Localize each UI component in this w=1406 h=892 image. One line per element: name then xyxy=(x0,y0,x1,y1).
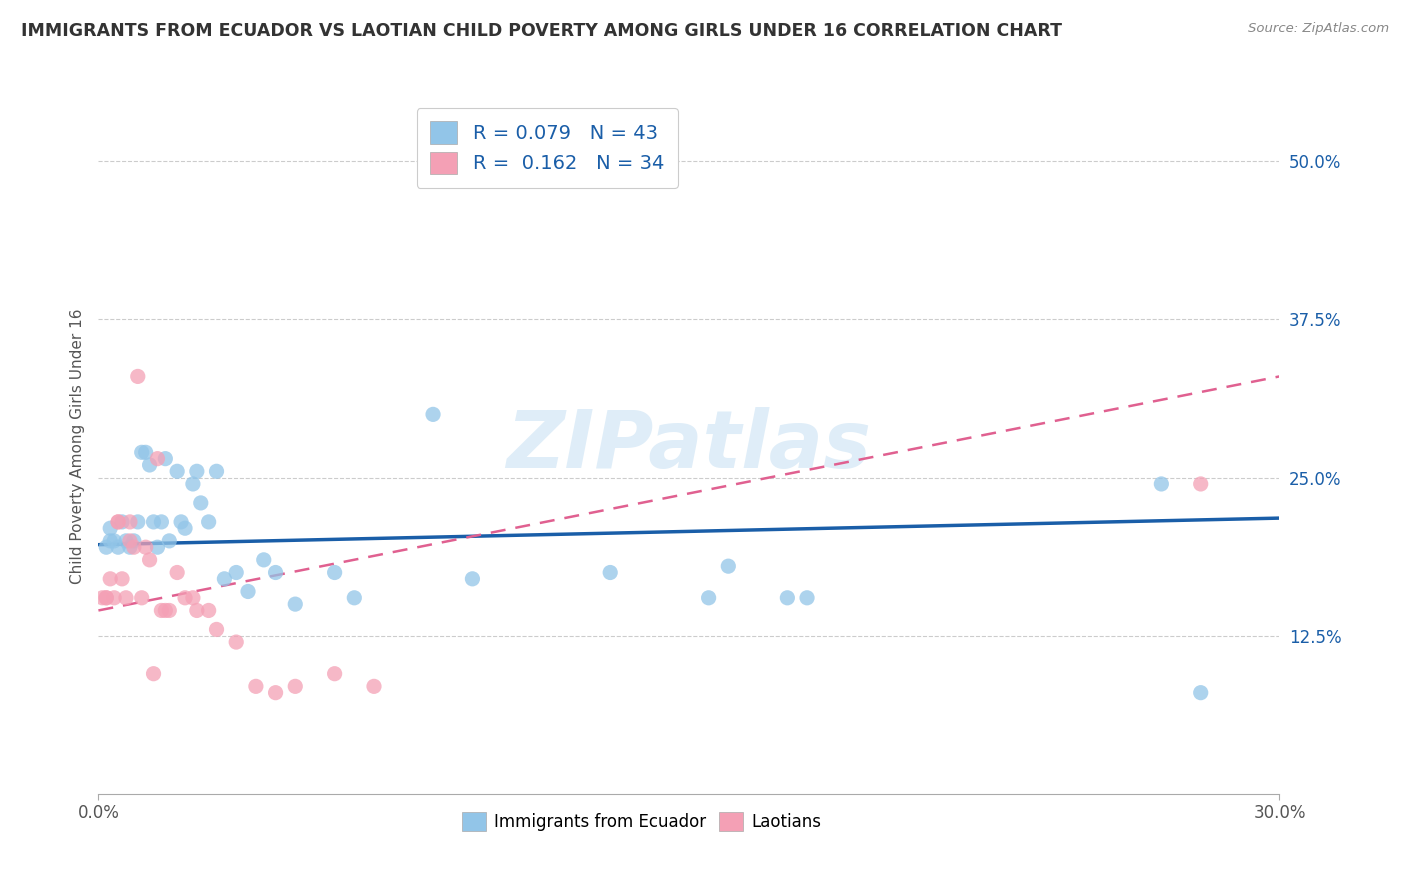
Point xyxy=(253,553,276,567)
Point xyxy=(111,515,134,529)
Point xyxy=(245,679,267,693)
Point xyxy=(796,591,818,605)
Point xyxy=(96,540,118,554)
Point xyxy=(142,515,165,529)
Point xyxy=(461,572,484,586)
Point xyxy=(135,540,157,554)
Point xyxy=(197,603,219,617)
Point xyxy=(264,686,287,700)
Point xyxy=(323,666,346,681)
Point xyxy=(91,591,114,605)
Point xyxy=(127,515,149,529)
Point xyxy=(107,540,129,554)
Point xyxy=(107,515,129,529)
Point xyxy=(717,559,740,574)
Point xyxy=(363,679,385,693)
Point xyxy=(127,369,149,384)
Point xyxy=(122,533,145,548)
Point xyxy=(1150,477,1173,491)
Point xyxy=(205,623,228,637)
Point xyxy=(284,597,307,611)
Y-axis label: Child Poverty Among Girls Under 16: Child Poverty Among Girls Under 16 xyxy=(69,309,84,583)
Point xyxy=(236,584,259,599)
Point xyxy=(98,533,121,548)
Point xyxy=(98,572,121,586)
Point xyxy=(1189,686,1212,700)
Point xyxy=(157,533,180,548)
Point xyxy=(131,591,153,605)
Text: Source: ZipAtlas.com: Source: ZipAtlas.com xyxy=(1249,22,1389,36)
Legend: Immigrants from Ecuador, Laotians: Immigrants from Ecuador, Laotians xyxy=(456,805,828,838)
Point xyxy=(138,458,160,472)
Point xyxy=(118,533,141,548)
Point xyxy=(166,566,188,580)
Point xyxy=(118,515,141,529)
Point xyxy=(103,533,125,548)
Point xyxy=(186,603,208,617)
Point xyxy=(190,496,212,510)
Point xyxy=(98,521,121,535)
Point xyxy=(264,566,287,580)
Point xyxy=(181,477,204,491)
Point xyxy=(284,679,307,693)
Point xyxy=(138,553,160,567)
Point xyxy=(323,566,346,580)
Point xyxy=(115,533,138,548)
Point xyxy=(146,540,169,554)
Point xyxy=(96,591,118,605)
Point xyxy=(122,540,145,554)
Point xyxy=(186,464,208,478)
Point xyxy=(155,603,177,617)
Point xyxy=(155,451,177,466)
Point xyxy=(131,445,153,459)
Point xyxy=(118,540,141,554)
Point xyxy=(776,591,799,605)
Point xyxy=(96,591,118,605)
Point xyxy=(225,635,247,649)
Point xyxy=(111,572,134,586)
Point xyxy=(343,591,366,605)
Point xyxy=(1189,477,1212,491)
Point xyxy=(205,464,228,478)
Point xyxy=(170,515,193,529)
Point xyxy=(150,515,173,529)
Point xyxy=(103,591,125,605)
Point xyxy=(181,591,204,605)
Point xyxy=(135,445,157,459)
Point xyxy=(422,408,444,422)
Point xyxy=(174,521,197,535)
Point xyxy=(150,603,173,617)
Point xyxy=(197,515,219,529)
Point xyxy=(174,591,197,605)
Point xyxy=(142,666,165,681)
Point xyxy=(157,603,180,617)
Point xyxy=(214,572,236,586)
Text: IMMIGRANTS FROM ECUADOR VS LAOTIAN CHILD POVERTY AMONG GIRLS UNDER 16 CORRELATIO: IMMIGRANTS FROM ECUADOR VS LAOTIAN CHILD… xyxy=(21,22,1062,40)
Point xyxy=(697,591,720,605)
Point xyxy=(107,515,129,529)
Point xyxy=(115,591,138,605)
Text: ZIPatlas: ZIPatlas xyxy=(506,407,872,485)
Point xyxy=(146,451,169,466)
Point xyxy=(166,464,188,478)
Point xyxy=(599,566,621,580)
Point xyxy=(225,566,247,580)
